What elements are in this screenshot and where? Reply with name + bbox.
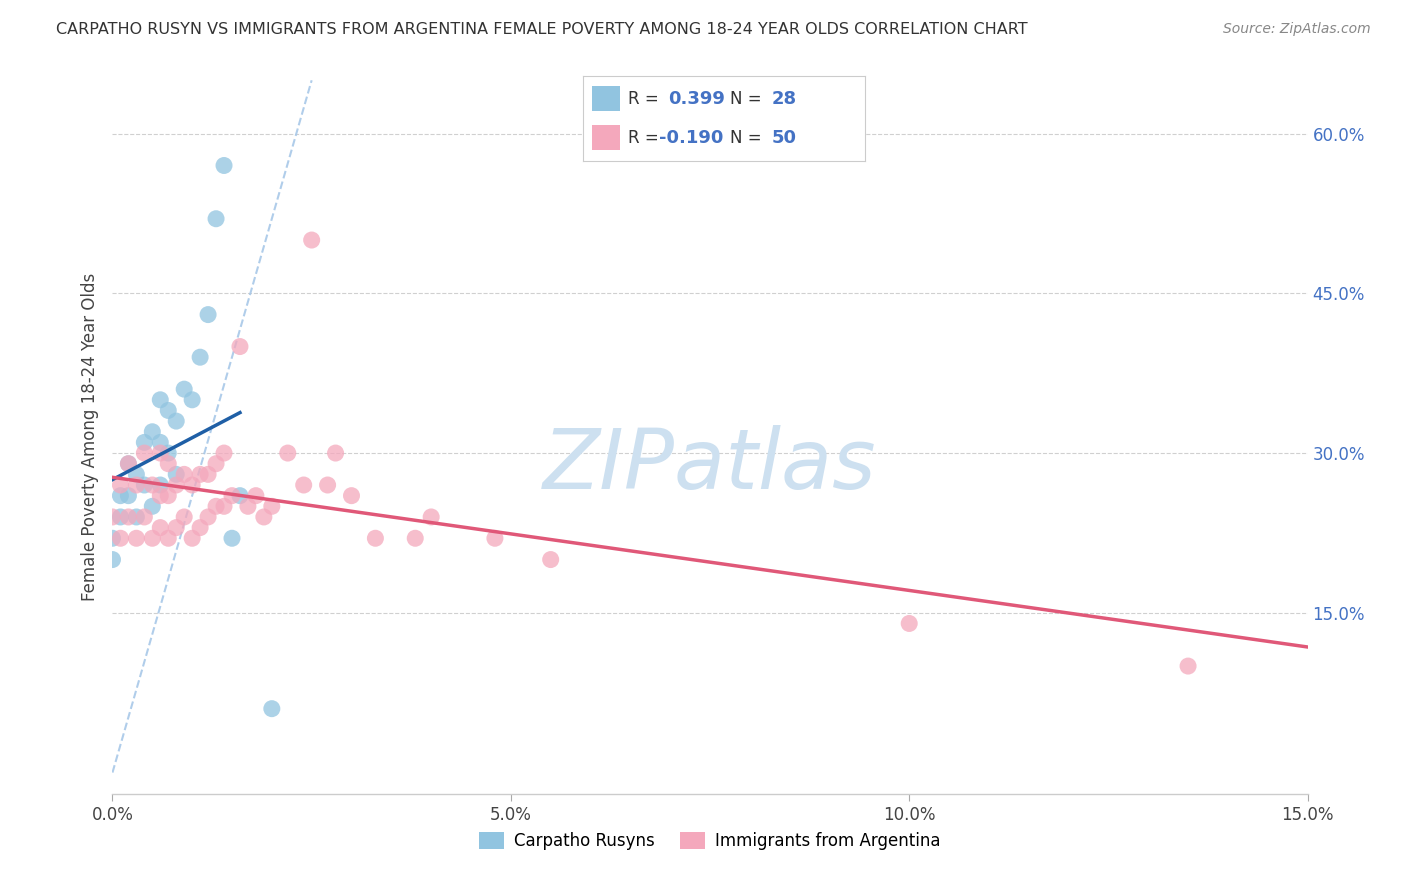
Point [188, 467, 211, 482]
Point [260, 500, 283, 514]
Bar [592, 86, 620, 112]
Legend: Carpatho Rusyns, Immigrants from Argentina: Carpatho Rusyns, Immigrants from Argenti… [472, 825, 948, 857]
Point [181, 478, 204, 492]
Point [292, 478, 315, 492]
Point [173, 382, 195, 396]
Point [149, 392, 172, 407]
Point [117, 457, 139, 471]
Point [197, 467, 219, 482]
Text: 50: 50 [772, 128, 797, 146]
Point [212, 159, 235, 173]
Point [229, 489, 252, 503]
Point [181, 392, 204, 407]
Text: R =: R = [628, 90, 669, 108]
Point [540, 552, 562, 566]
Point [197, 510, 219, 524]
Point [134, 446, 156, 460]
Point [134, 478, 156, 492]
Point [141, 531, 163, 545]
Point [188, 520, 211, 534]
Point [165, 414, 187, 428]
Point [141, 478, 163, 492]
Point [125, 531, 148, 545]
Point [149, 478, 172, 492]
Point [325, 446, 347, 460]
Point [205, 457, 228, 471]
Point [117, 489, 139, 503]
Point [229, 340, 252, 354]
Point [125, 467, 148, 482]
Point [101, 510, 124, 524]
Point [157, 531, 180, 545]
Point [205, 211, 228, 226]
Text: CARPATHO RUSYN VS IMMIGRANTS FROM ARGENTINA FEMALE POVERTY AMONG 18-24 YEAR OLDS: CARPATHO RUSYN VS IMMIGRANTS FROM ARGENT… [56, 22, 1028, 37]
Text: Source: ZipAtlas.com: Source: ZipAtlas.com [1223, 22, 1371, 37]
Point [110, 510, 132, 524]
Point [197, 308, 219, 322]
Point [181, 531, 204, 545]
Point [101, 531, 124, 545]
Point [141, 425, 163, 439]
Point [316, 478, 339, 492]
Point [484, 531, 506, 545]
Point [157, 403, 180, 417]
Point [253, 510, 276, 524]
Point [260, 701, 283, 715]
Point [101, 552, 124, 566]
Point [301, 233, 323, 247]
Point [149, 446, 172, 460]
Point [188, 350, 211, 364]
Point [236, 500, 259, 514]
Point [173, 467, 195, 482]
Point [141, 500, 163, 514]
Point [221, 531, 243, 545]
Bar [592, 125, 620, 151]
Point [364, 531, 387, 545]
Point [165, 467, 187, 482]
Text: N =: N = [730, 90, 766, 108]
Y-axis label: Female Poverty Among 18-24 Year Olds: Female Poverty Among 18-24 Year Olds [80, 273, 98, 601]
Point [125, 478, 148, 492]
Point [149, 435, 172, 450]
Point [1177, 659, 1199, 673]
Point [117, 457, 139, 471]
Point [134, 435, 156, 450]
Point [212, 446, 235, 460]
Point [898, 616, 921, 631]
Point [157, 446, 180, 460]
Point [149, 520, 172, 534]
Text: -0.190: -0.190 [659, 128, 724, 146]
Point [212, 500, 235, 514]
Text: ZIPatlas: ZIPatlas [543, 425, 877, 506]
Point [117, 510, 139, 524]
Text: 28: 28 [772, 90, 797, 108]
Point [157, 457, 180, 471]
Text: N =: N = [730, 128, 766, 146]
Point [134, 510, 156, 524]
Point [149, 489, 172, 503]
Point [165, 520, 187, 534]
Point [110, 478, 132, 492]
Point [110, 531, 132, 545]
Point [173, 510, 195, 524]
Point [340, 489, 363, 503]
Point [125, 510, 148, 524]
Point [245, 489, 267, 503]
Point [404, 531, 426, 545]
Point [277, 446, 299, 460]
Point [420, 510, 443, 524]
Point [110, 489, 132, 503]
Text: R =: R = [628, 128, 665, 146]
Point [221, 489, 243, 503]
Point [157, 489, 180, 503]
Point [205, 500, 228, 514]
Text: 0.399: 0.399 [668, 90, 724, 108]
Point [165, 478, 187, 492]
